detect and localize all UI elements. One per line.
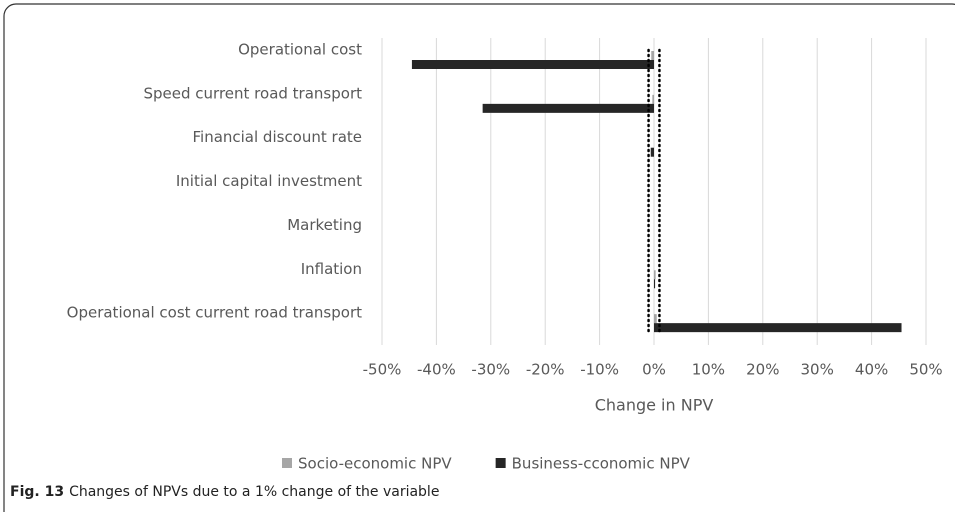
y-tick-label: Operational cost current road transport [67,304,362,322]
legend-swatch [495,458,506,468]
x-tick-label: 10% [692,361,725,379]
y-tick-label: Operational cost [238,41,362,59]
x-axis-label: Change in NPV [595,396,714,415]
bar [654,270,656,280]
frame [3,3,955,512]
x-tick-label: 50% [909,361,942,379]
caption-text: Changes of NPVs due to a 1% change of th… [69,484,439,500]
bar [652,94,654,104]
x-tick-label: 20% [746,361,779,379]
legend-swatch [282,458,292,468]
x-tick-label: -10% [580,361,619,379]
bar [654,323,902,333]
x-tick-label: -30% [471,361,510,379]
x-tick-label: -20% [526,361,565,379]
bar [411,60,654,69]
y-tick-label: Financial discount rate [192,128,362,146]
legend-label: Business-cconomic NPV [512,455,691,473]
x-tick-label: 30% [801,361,834,379]
bar [482,103,654,113]
x-tick-label: -40% [417,361,456,379]
y-tick-label: Marketing [287,216,362,234]
caption-label: Fig. 13 [10,484,64,500]
legend-label: Socio-economic NPV [298,455,452,473]
bar [654,314,657,324]
y-tick-label: Initial capital investment [176,172,362,190]
bar [650,147,654,157]
x-tick-label: 40% [855,361,888,379]
x-tick-label: -50% [363,361,402,379]
bar [651,51,654,60]
bar [654,279,656,289]
y-tick-label: Speed current road transport [144,84,363,102]
caption: Fig. 13 Changes of NPVs due to a 1% chang… [10,484,439,500]
y-tick-label: Inflation [301,260,362,278]
x-tick-label: 0% [642,361,666,379]
